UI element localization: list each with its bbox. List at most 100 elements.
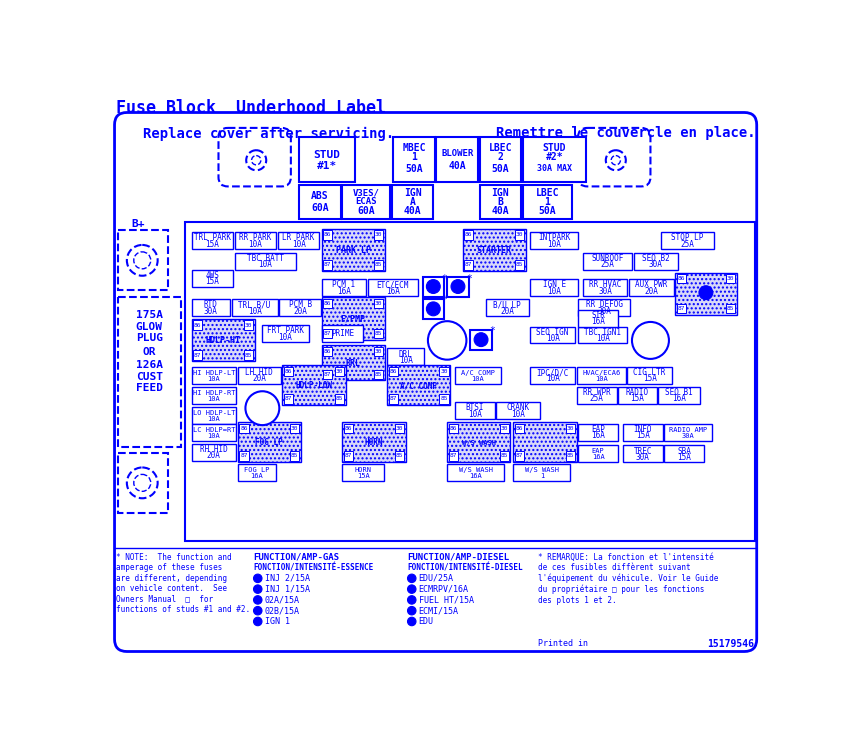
Text: 3: 3 bbox=[431, 305, 436, 314]
Text: HORN: HORN bbox=[354, 466, 371, 472]
Bar bbox=[392, 185, 434, 219]
Bar bbox=[665, 446, 705, 462]
Text: 60A: 60A bbox=[358, 206, 375, 216]
Text: 10A: 10A bbox=[292, 240, 305, 249]
Bar bbox=[464, 230, 473, 240]
Text: 175A: 175A bbox=[136, 310, 162, 320]
Bar bbox=[422, 277, 444, 297]
Circle shape bbox=[127, 245, 157, 276]
Bar bbox=[321, 229, 385, 271]
Text: 30: 30 bbox=[440, 369, 448, 374]
Bar bbox=[479, 137, 521, 182]
Circle shape bbox=[253, 606, 262, 615]
Bar bbox=[240, 451, 248, 460]
Text: 1: 1 bbox=[256, 575, 260, 581]
Bar bbox=[530, 326, 575, 343]
Bar bbox=[455, 402, 495, 419]
Text: 15A: 15A bbox=[643, 374, 656, 383]
Bar bbox=[447, 463, 504, 481]
Bar bbox=[374, 370, 383, 379]
FancyBboxPatch shape bbox=[115, 112, 756, 651]
Bar bbox=[387, 348, 424, 365]
Text: 85: 85 bbox=[440, 396, 448, 402]
Text: 25A: 25A bbox=[600, 260, 615, 270]
Text: 1: 1 bbox=[544, 197, 550, 207]
Text: 87: 87 bbox=[324, 262, 332, 267]
Bar bbox=[439, 367, 449, 375]
Bar bbox=[278, 232, 320, 249]
Bar bbox=[284, 367, 293, 375]
Text: LC HDLP=RT: LC HDLP=RT bbox=[193, 426, 235, 433]
Text: 85: 85 bbox=[375, 331, 383, 336]
Bar bbox=[323, 299, 332, 308]
Bar bbox=[633, 253, 678, 270]
Bar bbox=[513, 422, 576, 462]
Text: 87: 87 bbox=[194, 352, 201, 358]
Text: 16A: 16A bbox=[591, 317, 605, 326]
Circle shape bbox=[133, 252, 150, 269]
Text: 2: 2 bbox=[256, 586, 260, 592]
Circle shape bbox=[407, 606, 416, 615]
Text: Replace cover after servicing.: Replace cover after servicing. bbox=[143, 127, 394, 141]
Bar bbox=[578, 424, 618, 440]
Circle shape bbox=[407, 618, 416, 626]
Text: 85: 85 bbox=[291, 454, 298, 458]
Text: 86: 86 bbox=[345, 425, 353, 431]
Text: 20A: 20A bbox=[207, 451, 221, 460]
Bar bbox=[464, 260, 473, 270]
Text: PCM 1: PCM 1 bbox=[332, 280, 355, 289]
Bar bbox=[244, 350, 253, 360]
Text: IGN: IGN bbox=[404, 188, 422, 197]
Text: CIG LTR: CIG LTR bbox=[633, 368, 666, 377]
Text: EDU: EDU bbox=[419, 617, 434, 626]
Text: 30: 30 bbox=[375, 232, 383, 238]
Text: LBEC: LBEC bbox=[489, 143, 512, 153]
Text: TRL B/U: TRL B/U bbox=[239, 300, 271, 309]
Text: 30: 30 bbox=[396, 425, 403, 431]
Bar bbox=[447, 422, 510, 462]
Text: 85: 85 bbox=[727, 306, 734, 311]
Text: 10A: 10A bbox=[511, 410, 525, 419]
Text: 50A: 50A bbox=[405, 164, 423, 174]
Bar bbox=[515, 424, 524, 433]
Text: FUNCTION/AMP-DIESEL: FUNCTION/AMP-DIESEL bbox=[407, 553, 509, 562]
Circle shape bbox=[407, 585, 416, 593]
Bar bbox=[677, 304, 686, 314]
Bar bbox=[462, 229, 525, 271]
Text: 87: 87 bbox=[389, 396, 397, 402]
Text: 10A: 10A bbox=[207, 433, 220, 439]
Bar bbox=[193, 320, 202, 329]
Text: IGN: IGN bbox=[491, 188, 509, 197]
Text: HDLP-HI: HDLP-HI bbox=[206, 337, 241, 346]
Text: 16A: 16A bbox=[591, 431, 605, 440]
Text: SEO B1: SEO B1 bbox=[665, 388, 693, 397]
Text: BTSI: BTSI bbox=[466, 404, 484, 413]
Text: HI HDLP-RT: HI HDLP-RT bbox=[193, 390, 235, 396]
Bar bbox=[500, 451, 509, 460]
Bar bbox=[422, 299, 444, 319]
Text: 87: 87 bbox=[450, 454, 457, 458]
Text: 30: 30 bbox=[516, 232, 524, 238]
Text: HORN: HORN bbox=[365, 438, 383, 447]
Circle shape bbox=[427, 279, 440, 294]
Text: FEED: FEED bbox=[136, 383, 162, 393]
Text: 30A: 30A bbox=[636, 453, 649, 462]
FancyBboxPatch shape bbox=[218, 128, 291, 186]
Bar bbox=[280, 299, 321, 316]
Bar bbox=[576, 387, 616, 404]
Text: B+: B+ bbox=[131, 219, 145, 229]
Bar bbox=[235, 253, 297, 270]
Text: 10A: 10A bbox=[207, 375, 220, 381]
Text: 20A: 20A bbox=[501, 306, 514, 316]
Text: ETC/ECM: ETC/ECM bbox=[377, 280, 409, 289]
Bar bbox=[244, 320, 253, 329]
Text: 50A: 50A bbox=[538, 206, 556, 216]
Text: 86: 86 bbox=[324, 232, 332, 238]
Text: 86: 86 bbox=[677, 276, 685, 282]
Text: HVAC/ECA6: HVAC/ECA6 bbox=[582, 370, 620, 375]
Bar bbox=[323, 346, 332, 356]
Text: 10A: 10A bbox=[247, 306, 262, 316]
Text: INFO: INFO bbox=[633, 425, 652, 434]
Text: ABS: ABS bbox=[311, 191, 329, 200]
Bar bbox=[284, 394, 293, 404]
